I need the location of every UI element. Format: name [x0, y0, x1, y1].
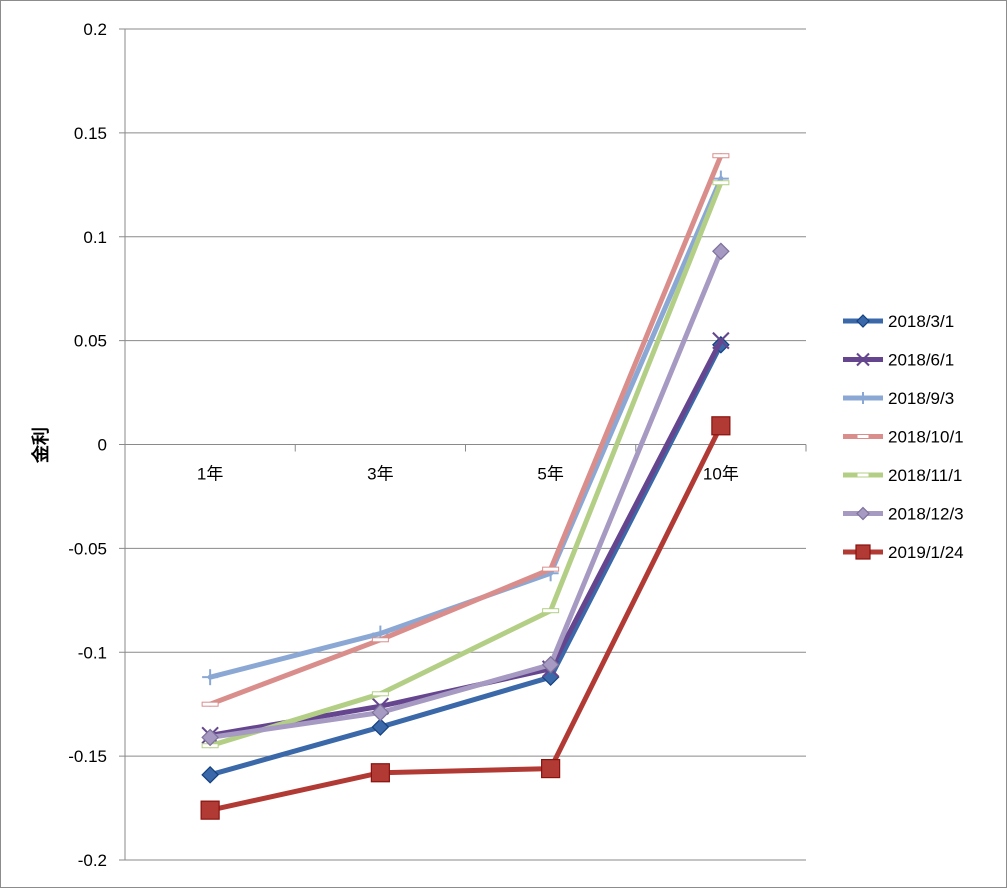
series-2018-6-1: [201, 331, 730, 745]
legend-label: 2018/6/1: [888, 351, 954, 370]
legend-item: 2018/12/3: [843, 505, 964, 524]
data-point: [371, 637, 389, 643]
legend-item: 2018/6/1: [843, 351, 954, 370]
data-point: [712, 242, 730, 261]
x-tick-label: 5年: [537, 465, 563, 484]
data-point: [856, 314, 870, 328]
y-axis-label: 金利: [30, 427, 51, 464]
data-point: [202, 669, 219, 686]
series-line: [207, 342, 724, 778]
data-point: [371, 718, 390, 736]
y-tick-label: -0.05: [68, 539, 107, 558]
y-tick-label: -0.2: [78, 851, 107, 870]
data-point: [541, 655, 560, 674]
data-point: [856, 472, 870, 478]
legend-label: 2018/12/3: [888, 505, 964, 524]
data-point: [371, 703, 390, 722]
series-line: [207, 248, 724, 740]
legend-label: 2018/10/1: [888, 428, 964, 447]
y-tick-label: 0.05: [74, 332, 107, 351]
data-point: [855, 544, 871, 560]
series-2018-3-1: [201, 335, 730, 784]
data-point: [371, 691, 389, 697]
series-2018-10-1: [201, 153, 730, 707]
legend-label: 2018/3/1: [888, 312, 954, 331]
y-tick-label: 0: [98, 436, 107, 455]
legend: 2018/3/1 2018/6/1 2018/9/3 2018/10/1 2018/11…: [843, 312, 964, 562]
x-tick-label: 10年: [703, 465, 739, 484]
series-2018-12-3: [201, 242, 730, 747]
data-point: [541, 758, 561, 779]
data-point: [201, 728, 219, 747]
data-point: [711, 416, 731, 436]
data-point: [201, 765, 219, 784]
data-point: [201, 701, 219, 707]
series-lines: [200, 153, 731, 820]
y-tick-label: 0.1: [83, 228, 107, 247]
series-line: [207, 423, 724, 813]
data-point: [712, 331, 730, 350]
data-point: [200, 800, 220, 820]
y-tick-labels: 0.2 0.15 0.1 0.05 0 -0.05 -0.1 -0.15 -0.2: [68, 20, 107, 870]
x-tick-labels: 1年 3年 5年 10年: [197, 465, 739, 484]
data-point: [542, 608, 560, 614]
y-tick-label: -0.15: [68, 747, 107, 766]
legend-item: 2018/11/1: [843, 466, 962, 485]
legend-label: 2019/1/24: [888, 543, 964, 562]
series-line: [207, 180, 724, 749]
legend-label: 2018/9/3: [888, 389, 954, 408]
legend-label: 2018/11/1: [888, 466, 962, 485]
x-tick-label: 3年: [367, 465, 393, 484]
data-point: [856, 506, 870, 521]
data-point: [712, 153, 730, 159]
data-point: [857, 392, 869, 404]
data-point: [370, 763, 390, 783]
x-tick-label: 1年: [197, 465, 223, 484]
legend-item: 2018/10/1: [843, 428, 964, 447]
legend-item: 2019/1/24: [843, 543, 964, 562]
data-point: [856, 352, 870, 367]
axes: [119, 28, 807, 861]
y-tick-label: -0.1: [78, 643, 107, 662]
y-tick-label: 0.15: [74, 124, 107, 143]
data-point: [712, 180, 730, 186]
legend-item: 2018/3/1: [843, 312, 954, 331]
data-point: [856, 434, 870, 439]
series-2018-11-1: [201, 180, 730, 749]
y-tick-label: 0.2: [83, 20, 107, 39]
data-point: [542, 566, 560, 572]
series-2019-1-24: [200, 416, 731, 820]
series-line: [207, 153, 724, 707]
legend-item: 2018/9/3: [843, 389, 954, 408]
